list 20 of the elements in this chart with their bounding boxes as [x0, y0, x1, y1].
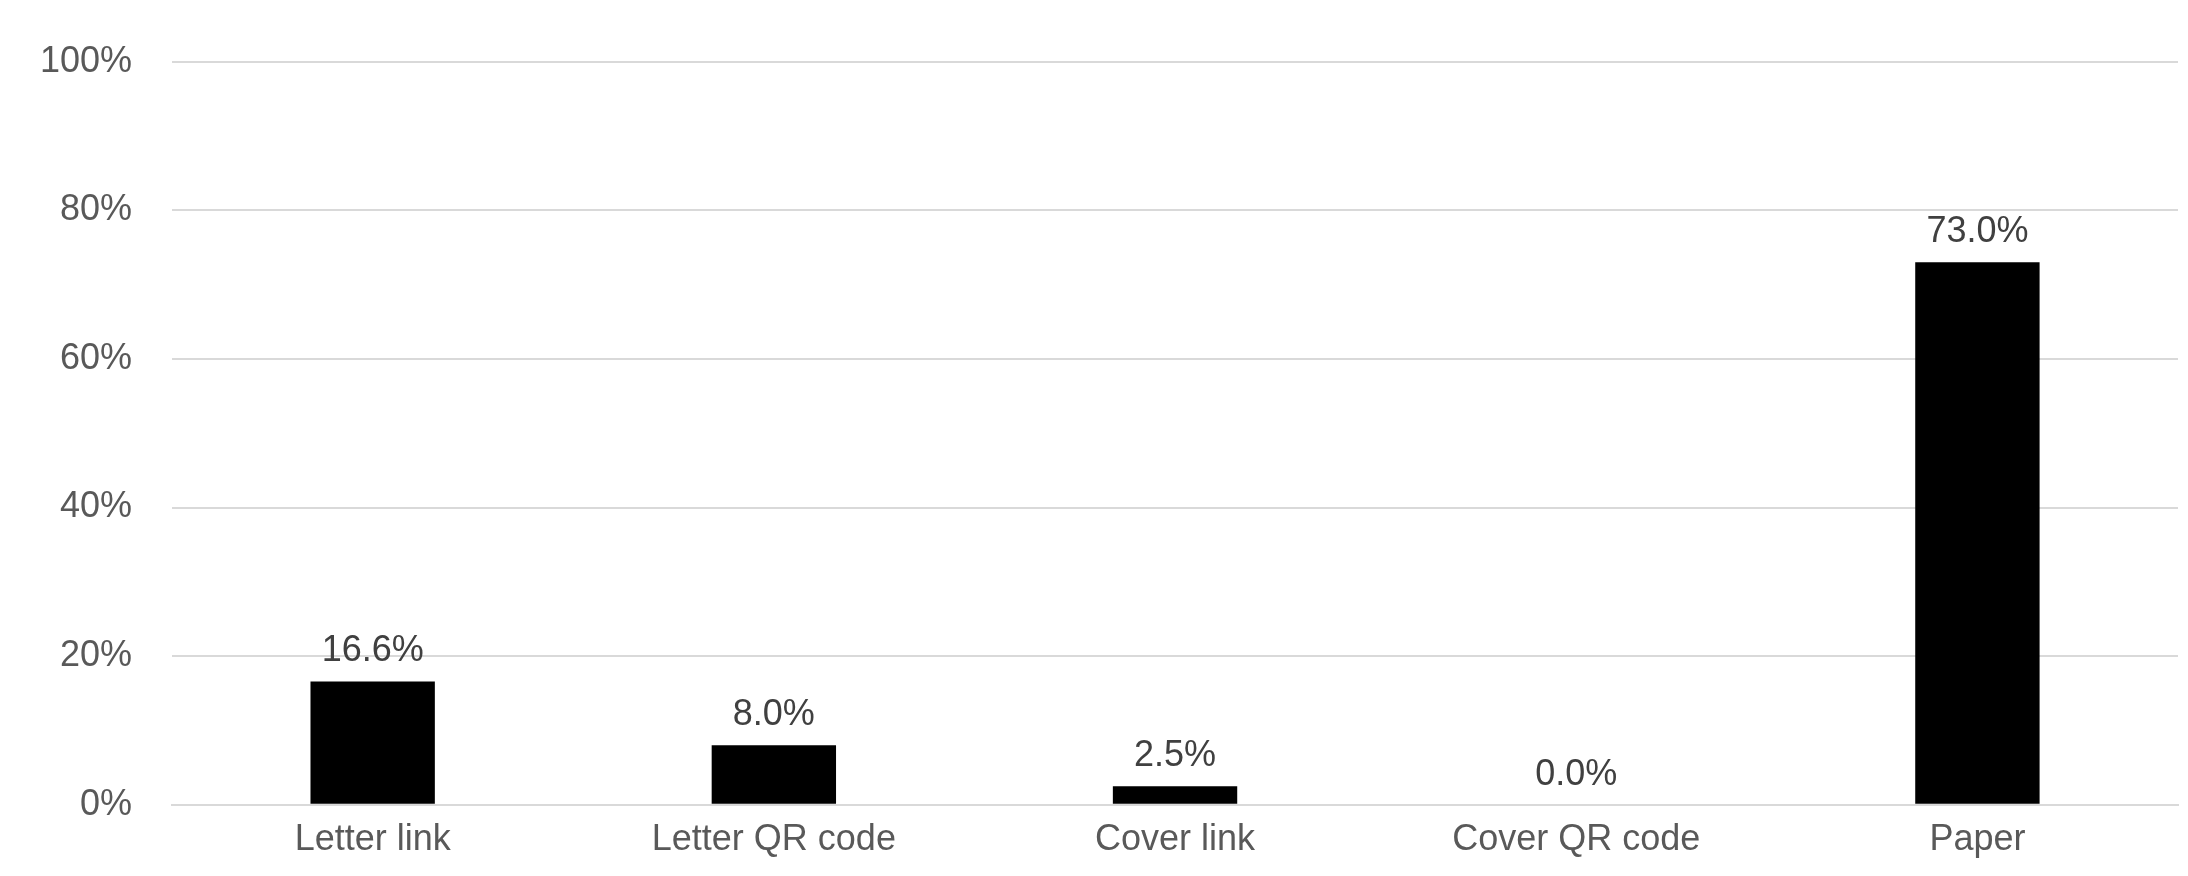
y-tick-label: 80% — [60, 187, 133, 229]
data-label: 16.6% — [321, 628, 424, 670]
x-tick-label: Cover link — [1095, 817, 1257, 859]
y-tick-label: 20% — [60, 633, 133, 675]
x-tick-label: Paper — [1929, 817, 2026, 859]
bar — [1112, 786, 1238, 804]
bar — [310, 681, 435, 804]
data-label: 73.0% — [1926, 209, 2029, 251]
data-label: 8.0% — [732, 692, 815, 734]
y-tick-label: 100% — [40, 38, 133, 80]
data-label: 0.0% — [1535, 751, 1618, 793]
x-tick-label: Cover QR code — [1452, 817, 1701, 859]
y-tick-label: 0% — [80, 781, 133, 823]
bar — [1915, 262, 2040, 804]
x-tick-label: Letter link — [294, 817, 452, 859]
y-tick-label: 40% — [60, 484, 133, 526]
x-tick-label: Letter QR code — [651, 817, 896, 859]
data-label: 2.5% — [1134, 733, 1217, 775]
bar — [711, 745, 837, 804]
y-tick-label: 60% — [60, 335, 133, 377]
